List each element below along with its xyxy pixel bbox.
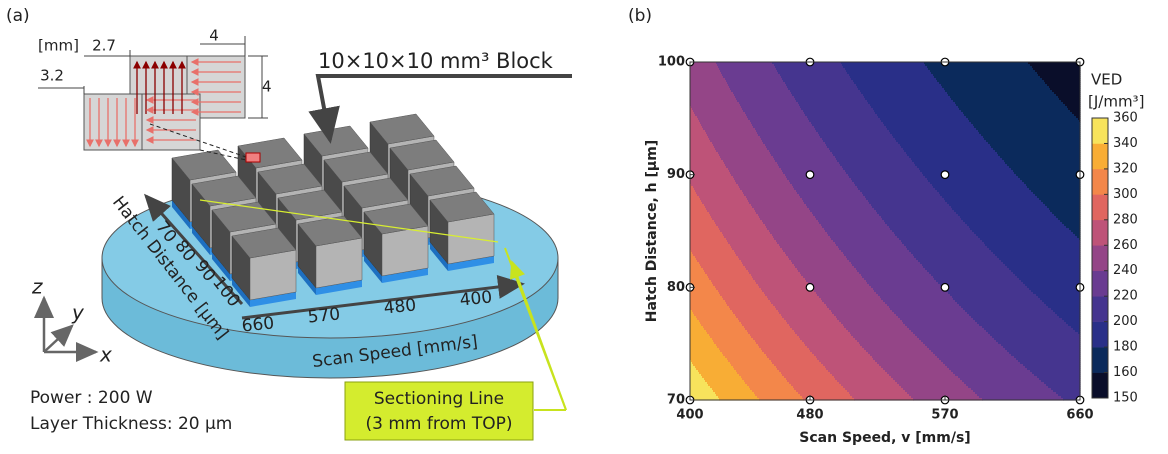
sample-point bbox=[941, 284, 949, 292]
inset-dim: 4 bbox=[209, 27, 219, 45]
section-label: (3 mm from TOP) bbox=[366, 414, 513, 434]
x-axis-title: Scan Speed, v [mm/s] bbox=[799, 430, 970, 446]
colorbar-label: 340 bbox=[1113, 136, 1138, 151]
coordinate-axes bbox=[44, 298, 96, 352]
y-tick-label: 80 bbox=[667, 280, 685, 295]
condition: Layer Thickness: 20 µm bbox=[30, 414, 232, 434]
panel-label: (b) bbox=[628, 6, 652, 26]
colorbar-label: 180 bbox=[1113, 340, 1138, 355]
colorbar-band bbox=[1092, 347, 1108, 373]
colorbar-label: 220 bbox=[1113, 289, 1138, 304]
x-tick-label: 400 bbox=[676, 408, 703, 423]
panel-label: (a) bbox=[6, 6, 30, 26]
colorbar-band bbox=[1092, 118, 1108, 144]
colorbar-label: 260 bbox=[1113, 238, 1138, 253]
colorbar-label: 280 bbox=[1113, 212, 1138, 227]
scan-label: 660 bbox=[241, 313, 275, 336]
contour-plot: 400 480 570 660 70 80 90 100 Scan Speed, v [mm/s… bbox=[644, 55, 1144, 447]
colorbar-label: 150 bbox=[1113, 391, 1138, 406]
cube-front bbox=[250, 250, 296, 300]
sample-point bbox=[941, 171, 949, 179]
figure: (a) 708090100 Hatch Distance [µm] 660570… bbox=[0, 0, 1168, 454]
scan-label: 480 bbox=[383, 295, 417, 318]
y-tick-label: 90 bbox=[667, 167, 685, 182]
inset-dim: 2.7 bbox=[92, 37, 116, 55]
scan-label: 400 bbox=[459, 287, 493, 310]
colorbar-band bbox=[1092, 220, 1108, 246]
cube-front bbox=[382, 226, 428, 276]
axis-x: x bbox=[99, 343, 112, 367]
sample-point bbox=[806, 284, 814, 292]
axis-z: z bbox=[31, 275, 43, 299]
x-tick-label: 570 bbox=[931, 408, 958, 423]
block-label: 10×10×10 mm³ Block bbox=[318, 49, 554, 73]
colorbar-band bbox=[1092, 245, 1108, 271]
section-label: Sectioning Line bbox=[374, 389, 504, 409]
y-tick-label: 70 bbox=[667, 393, 685, 408]
colorbar-band bbox=[1092, 322, 1108, 348]
colorbar-band bbox=[1092, 373, 1108, 399]
scan-inset bbox=[38, 36, 268, 162]
y-tick-label: 100 bbox=[658, 55, 685, 70]
inset-dim: 4 bbox=[262, 78, 272, 96]
x-tick-label: 660 bbox=[1066, 408, 1093, 423]
inset-dim: 3.2 bbox=[40, 67, 64, 85]
scan-label: 570 bbox=[307, 304, 341, 327]
cube-front bbox=[448, 214, 494, 264]
x-tick-label: 480 bbox=[796, 408, 823, 423]
colorbar-unit: [J/mm³] bbox=[1088, 93, 1144, 111]
colorbar-title: VED bbox=[1091, 71, 1122, 89]
axis-y: y bbox=[71, 301, 85, 325]
colorbar-band bbox=[1092, 296, 1108, 322]
colorbar-band bbox=[1092, 271, 1108, 297]
colorbar-label: 200 bbox=[1113, 314, 1138, 329]
colorbar-band bbox=[1092, 194, 1108, 220]
colorbar-label: 160 bbox=[1113, 365, 1138, 380]
y-axis-title: Hatch Distance, h [µm] bbox=[644, 140, 660, 322]
sample-point bbox=[806, 171, 814, 179]
colorbar-label: 320 bbox=[1113, 161, 1138, 176]
condition: Power : 200 W bbox=[30, 388, 153, 408]
colorbar-band bbox=[1092, 143, 1108, 169]
colorbar-label: 240 bbox=[1113, 263, 1138, 278]
colorbar-band bbox=[1092, 169, 1108, 195]
colorbar-label: 300 bbox=[1113, 187, 1138, 202]
inset-unit: [mm] bbox=[38, 37, 79, 55]
cube-front bbox=[316, 238, 362, 288]
colorbar-label: 360 bbox=[1113, 111, 1138, 126]
block-pointer bbox=[318, 76, 572, 140]
